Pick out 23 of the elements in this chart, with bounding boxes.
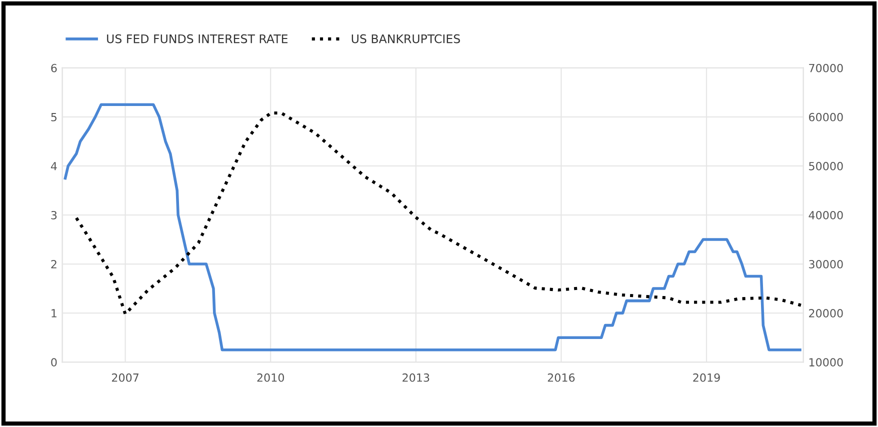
y2-tick-label: 20000 [809, 309, 843, 318]
x-tick-label: 2019 [693, 373, 720, 382]
y2-tick-label: 10000 [809, 358, 843, 366]
y-tick-label: 3 [51, 210, 57, 220]
y2-tick-label: 40000 [808, 210, 843, 220]
y2-tick-label: 60000 [809, 112, 843, 122]
x-tick-label: 2007 [112, 373, 138, 382]
x-tick-label: 2016 [548, 373, 575, 382]
line-series [64, 103, 802, 352]
y-tick-label: 0 [51, 358, 57, 366]
legend-label: US BANKRUPTCIES [352, 34, 460, 44]
y-tick-label: 1 [52, 309, 56, 318]
y-tick-label: 5 [51, 113, 57, 122]
y2-tick-label: 50000 [809, 162, 843, 170]
legend-label: US FED FUNDS INTEREST RATE [107, 34, 288, 44]
x-tick-label: 2010 [257, 373, 284, 382]
y-tick-label: 4 [50, 162, 57, 170]
y2-tick-label: 70000 [809, 64, 843, 72]
y-tick-label: 6 [51, 64, 57, 72]
line-series [74, 111, 802, 316]
y-tick-label: 2 [51, 260, 56, 268]
x-tick-label: 2013 [402, 373, 430, 382]
y2-tick-label: 30000 [809, 260, 843, 268]
